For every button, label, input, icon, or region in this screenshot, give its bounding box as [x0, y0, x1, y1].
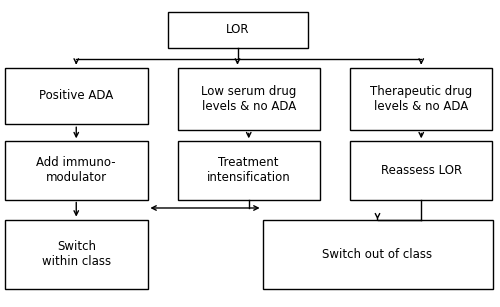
Text: Treatment
intensification: Treatment intensification — [207, 156, 290, 185]
FancyBboxPatch shape — [5, 220, 148, 289]
Text: Add immuno-
modulator: Add immuno- modulator — [36, 156, 116, 185]
Text: Switch
within class: Switch within class — [42, 240, 111, 268]
Text: Switch out of class: Switch out of class — [322, 247, 432, 261]
FancyBboxPatch shape — [262, 220, 492, 289]
Text: LOR: LOR — [226, 23, 250, 37]
FancyBboxPatch shape — [350, 68, 492, 130]
FancyBboxPatch shape — [178, 68, 320, 130]
FancyBboxPatch shape — [168, 12, 308, 48]
FancyBboxPatch shape — [178, 141, 320, 200]
FancyBboxPatch shape — [350, 141, 492, 200]
Text: Reassess LOR: Reassess LOR — [380, 164, 462, 177]
Text: Positive ADA: Positive ADA — [39, 89, 114, 103]
Text: Low serum drug
levels & no ADA: Low serum drug levels & no ADA — [201, 85, 296, 113]
Text: Therapeutic drug
levels & no ADA: Therapeutic drug levels & no ADA — [370, 85, 472, 113]
FancyBboxPatch shape — [5, 68, 148, 124]
FancyBboxPatch shape — [5, 141, 148, 200]
